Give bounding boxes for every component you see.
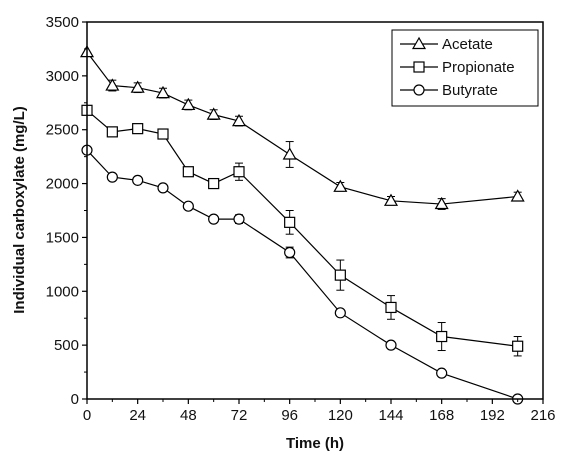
series-propionate xyxy=(81,104,524,357)
series-butyrate xyxy=(81,144,524,405)
x-tick-label: 144 xyxy=(378,407,403,424)
y-tick-label: 1000 xyxy=(46,283,79,300)
data-point xyxy=(385,339,397,351)
x-tick-label: 48 xyxy=(180,407,197,424)
series-line xyxy=(86,149,518,400)
y-axis-title: Individual carboxylate (mg/L) xyxy=(11,106,28,314)
legend-label: Acetate xyxy=(442,36,493,53)
data-point xyxy=(512,340,524,352)
data-point xyxy=(436,367,448,379)
x-tick-label: 72 xyxy=(231,407,248,424)
data-point xyxy=(208,177,220,190)
data-point xyxy=(132,123,144,135)
y-tick-label: 0 xyxy=(71,391,79,408)
legend-item: Butyrate xyxy=(400,82,498,99)
y-tick-label: 2500 xyxy=(46,122,79,139)
x-tick-label: 24 xyxy=(129,407,146,424)
y-tick-label: 2000 xyxy=(46,176,79,193)
data-point xyxy=(436,330,448,343)
data-point xyxy=(233,166,245,178)
legend-label: Propionate xyxy=(442,59,515,76)
data-point xyxy=(385,301,397,314)
legend-item: Acetate xyxy=(400,36,493,53)
data-point xyxy=(155,85,171,99)
legend-label: Butyrate xyxy=(442,82,498,99)
data-point xyxy=(157,128,169,140)
data-point xyxy=(106,171,118,183)
y-tick-label: 500 xyxy=(54,337,79,354)
data-point xyxy=(130,80,145,93)
x-tick-label: 192 xyxy=(480,407,505,424)
data-point xyxy=(106,126,118,138)
series-line xyxy=(86,109,518,347)
legend-marker xyxy=(413,84,425,96)
legend-item: Propionate xyxy=(400,59,515,76)
data-point xyxy=(282,147,297,160)
data-point xyxy=(208,213,220,225)
data-point xyxy=(206,107,221,120)
legend-marker xyxy=(413,61,425,73)
series-acetate xyxy=(79,44,525,210)
x-tick-label: 96 xyxy=(281,407,298,424)
data-point xyxy=(510,189,525,202)
x-axis-title: Time (h) xyxy=(286,435,344,452)
data-point xyxy=(434,196,449,210)
x-tick-label: 120 xyxy=(328,407,353,424)
axis-layer: 0 24 48 72 96 120 144 168 192 216 0 500 1000 1500 2000… xyxy=(46,14,556,424)
data-point xyxy=(284,246,296,259)
data-point xyxy=(157,182,169,194)
data-point xyxy=(383,193,399,206)
data-point xyxy=(181,97,196,111)
x-tick-label: 216 xyxy=(530,407,555,424)
data-point xyxy=(231,113,247,127)
x-tick-label: 168 xyxy=(429,407,454,424)
data-point xyxy=(182,166,194,178)
data-point xyxy=(233,213,245,225)
series-line xyxy=(86,51,518,205)
y-tick-label: 3000 xyxy=(46,68,79,85)
y-tick-label: 1500 xyxy=(46,229,79,246)
data-point xyxy=(333,179,348,192)
x-tick-label: 0 xyxy=(83,407,91,424)
data-point xyxy=(334,307,346,319)
legend-marker xyxy=(411,36,427,50)
data-point xyxy=(182,200,194,212)
data-point xyxy=(132,174,144,186)
legend: Acetate Propionate Butyrate xyxy=(391,29,539,107)
data-point xyxy=(105,78,120,91)
y-tick-label: 3500 xyxy=(46,14,79,31)
data-point xyxy=(284,216,296,228)
data-point xyxy=(334,269,346,281)
